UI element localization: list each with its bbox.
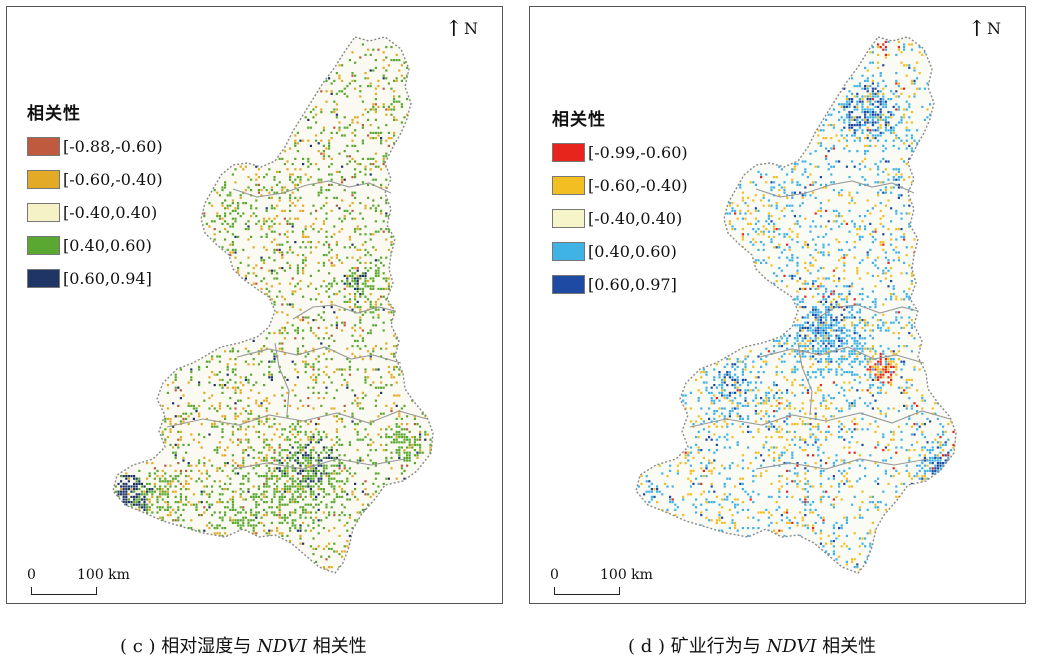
legend-item: [-0.99,-0.60) [552, 136, 688, 169]
scale-zero: 0 [550, 567, 559, 583]
scale-distance: 100 km [77, 567, 130, 583]
caption-prefix: ( c ) 相对湿度与 [120, 636, 258, 657]
legend-label: [0.60,0.97] [588, 275, 677, 294]
legend-swatch [552, 176, 585, 195]
legend-title: 相关性 [552, 110, 606, 130]
legend-label: [-0.40,0.40) [588, 209, 683, 228]
legend-item: [-0.40,0.40) [552, 202, 688, 235]
legend-swatch [27, 236, 60, 255]
legend-item: [-0.60,-0.40) [27, 163, 163, 196]
legend-swatch [27, 137, 60, 156]
north-label: N [987, 19, 1001, 38]
correlation-raster [637, 40, 956, 571]
figure-caption-d: ( d ) 矿业行为与 NDVI 相关性 [628, 632, 876, 658]
province-map-c [112, 36, 434, 574]
legend-swatch [27, 170, 60, 189]
legend-item: [0.60,0.94] [27, 262, 163, 295]
scale-zero: 0 [27, 567, 36, 583]
north-arrow-icon: ↑ [444, 17, 463, 42]
scale-bar-line [31, 587, 97, 595]
legend-swatch [27, 203, 60, 222]
legend-swatch [552, 143, 585, 162]
caption-variable: NDVI [257, 636, 307, 657]
north-label: N [464, 19, 478, 38]
legend-title: 相关性 [27, 104, 81, 124]
caption-suffix: 相关性 [816, 636, 877, 657]
figure-caption-c: ( c ) 相对湿度与 NDVI 相关性 [120, 632, 367, 658]
legend-swatch [552, 209, 585, 228]
legend-label: [-0.88,-0.60) [63, 137, 163, 156]
caption-prefix: ( d ) 矿业行为与 [628, 636, 767, 657]
legend: 相关性 [-0.99,-0.60) [-0.60,-0.40) [-0.40,0… [552, 105, 688, 301]
legend-item: [0.60,0.97] [552, 268, 688, 301]
legend-item: [-0.40,0.40) [27, 196, 163, 229]
legend-label: [0.40,0.60) [588, 242, 677, 261]
north-arrow-icon: ↑ [967, 17, 986, 42]
correlation-raster [114, 43, 433, 571]
map-panel-d: ↑ N 相关性 [-0.99,-0.60) [-0.60,-0.40) [-0.… [529, 6, 1026, 604]
caption-suffix: 相关性 [307, 636, 367, 657]
legend-item: [0.40,0.60) [27, 229, 163, 262]
scale-bar-line [554, 587, 620, 595]
legend-swatch [552, 275, 585, 294]
map-panel-c: ↑ N 相关性 [-0.88,-0.60) [-0.60,-0.40) [-0.… [6, 6, 503, 604]
legend-label: [0.60,0.94] [63, 269, 152, 288]
legend-label: [-0.99,-0.60) [588, 143, 688, 162]
district-boundaries [166, 180, 428, 470]
province-map-d [635, 36, 957, 574]
legend-item: [-0.88,-0.60) [27, 130, 163, 163]
district-boundaries [689, 180, 951, 470]
legend-label: [0.40,0.60) [63, 236, 152, 255]
legend-item: [0.40,0.60) [552, 235, 688, 268]
legend-swatch [27, 269, 60, 288]
legend-item: [-0.60,-0.40) [552, 169, 688, 202]
caption-variable: NDVI [766, 636, 817, 657]
legend-label: [-0.60,-0.40) [63, 170, 163, 189]
north-arrow: ↑ N [967, 17, 1001, 43]
legend-swatch [552, 242, 585, 261]
legend-label: [-0.60,-0.40) [588, 176, 688, 195]
legend: 相关性 [-0.88,-0.60) [-0.60,-0.40) [-0.40,0… [27, 99, 163, 295]
scale-distance: 100 km [600, 567, 653, 583]
legend-label: [-0.40,0.40) [63, 203, 158, 222]
north-arrow: ↑ N [444, 17, 478, 43]
